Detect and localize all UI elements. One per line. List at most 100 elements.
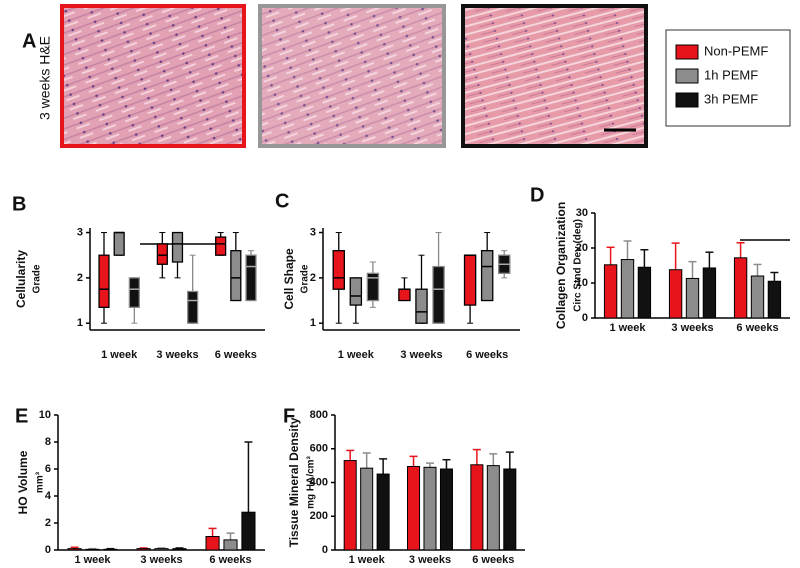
x-tick-label: 6 weeks <box>209 554 251 566</box>
box <box>245 254 257 302</box>
y-tick-label: 0 <box>45 544 51 556</box>
x-tick-label: 1 week <box>74 554 111 566</box>
panel-label: B <box>12 193 26 215</box>
y-axis-label: Tissue Mineral Density <box>287 417 301 547</box>
y-tick-label: 10 <box>576 277 588 289</box>
y-tick-label: 20 <box>576 242 588 254</box>
legend-swatch <box>675 68 699 84</box>
bar <box>85 548 100 551</box>
y-tick-label: 200 <box>310 510 328 522</box>
legend-swatch <box>675 92 699 108</box>
y-tick-label: 10 <box>39 409 51 421</box>
x-tick-label: 3 weeks <box>671 322 713 334</box>
box <box>128 277 140 308</box>
y-tick-label: 3 <box>77 226 83 238</box>
y-tick-label: 1 <box>310 317 316 329</box>
y-tick-label: 8 <box>45 436 51 448</box>
bar <box>733 257 748 319</box>
y-axis-unit: Grade <box>32 264 43 293</box>
y-tick-label: 400 <box>310 476 328 488</box>
bar <box>470 464 484 551</box>
bar <box>637 266 652 319</box>
y-axis-unit: mm³ <box>35 471 46 493</box>
panel-caption: 3 weeks H&E <box>37 36 53 120</box>
y-tick-label: 0 <box>582 312 588 324</box>
y-tick-label: 2 <box>77 272 83 284</box>
panel-label: E <box>15 405 28 427</box>
box <box>349 277 363 306</box>
bar <box>767 280 782 319</box>
bar <box>685 277 700 319</box>
box <box>230 250 242 302</box>
x-tick-label: 3 weeks <box>409 554 451 566</box>
x-tick-label: 1 week <box>101 349 138 361</box>
bar <box>154 548 169 551</box>
box <box>432 265 445 324</box>
bar <box>439 468 453 551</box>
box <box>463 254 477 306</box>
y-axis-label: Cellularity <box>14 250 28 308</box>
y-tick-label: 2 <box>45 517 51 529</box>
y-tick-label: 4 <box>45 490 52 502</box>
y-tick-label: 6 <box>45 463 51 475</box>
y-axis-label: HO Volume <box>16 450 30 514</box>
x-tick-label: 1 week <box>338 349 375 361</box>
bar <box>343 460 357 551</box>
bar <box>750 275 765 319</box>
y-axis-unit: Circ Stnd Dev (deg) <box>573 219 584 312</box>
y-tick-label: 2 <box>310 272 316 284</box>
bar <box>486 465 500 551</box>
bar <box>503 468 517 551</box>
bar <box>172 548 187 551</box>
y-axis-unit: Grade <box>300 264 311 293</box>
y-tick-label: 30 <box>576 207 588 219</box>
x-tick-label: 1 week <box>609 322 646 334</box>
box <box>98 254 110 308</box>
bar <box>603 264 618 319</box>
bar <box>376 473 390 551</box>
y-tick-label: 1 <box>77 317 83 329</box>
panel-label: F <box>283 405 295 427</box>
x-tick-label: 3 weeks <box>156 349 198 361</box>
bar <box>103 548 118 551</box>
y-tick-label: 600 <box>310 443 328 455</box>
legend-label: 3h PEMF <box>704 91 758 106</box>
bar <box>241 511 256 551</box>
x-tick-label: 1 week <box>349 554 386 566</box>
box <box>113 231 125 256</box>
box <box>215 236 227 256</box>
bar <box>360 467 374 551</box>
box <box>398 288 411 302</box>
bar <box>620 259 635 319</box>
histology-image <box>461 4 648 148</box>
bar <box>407 465 421 551</box>
y-tick-label: 0 <box>322 544 328 556</box>
bar <box>702 267 717 319</box>
bar <box>668 269 683 319</box>
box <box>415 288 428 324</box>
bar <box>67 548 82 551</box>
legend-swatch <box>675 44 699 60</box>
box <box>156 243 168 265</box>
x-tick-label: 3 weeks <box>140 554 182 566</box>
histology-image <box>60 4 246 148</box>
box <box>171 231 184 263</box>
bar <box>223 539 238 551</box>
y-axis-label: Cell Shape <box>282 248 296 310</box>
histology-image <box>258 4 446 148</box>
y-axis-label: Collagen Organization <box>554 202 568 329</box>
legend-label: 1h PEMF <box>704 67 758 82</box>
box <box>332 250 345 290</box>
box <box>480 250 494 302</box>
box <box>187 290 199 324</box>
legend-label: Non-PEMF <box>704 43 768 58</box>
x-tick-label: 6 weeks <box>736 322 778 334</box>
box <box>366 272 380 302</box>
x-tick-label: 6 weeks <box>466 349 508 361</box>
x-tick-label: 6 weeks <box>472 554 514 566</box>
y-tick-label: 3 <box>310 226 316 238</box>
bar <box>136 548 151 551</box>
y-axis-unit: mg HA/cm³ <box>306 455 317 508</box>
panel-label: D <box>530 184 544 206</box>
